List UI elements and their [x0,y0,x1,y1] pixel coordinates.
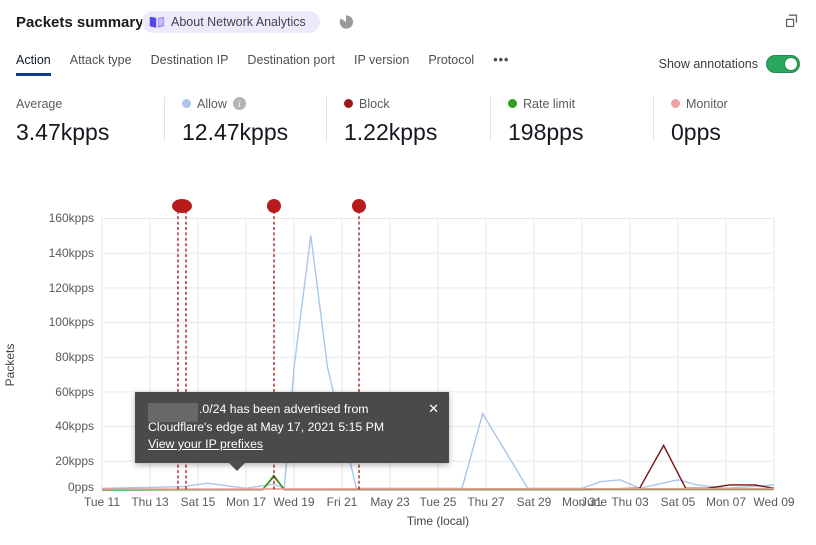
svg-text:80kpps: 80kpps [55,350,94,364]
svg-text:Mon 17: Mon 17 [226,495,266,509]
svg-text:Wed 09: Wed 09 [753,495,794,509]
svg-text:Fri 21: Fri 21 [327,495,358,509]
svg-text:40kpps: 40kpps [55,419,94,433]
svg-text:Time (local): Time (local) [407,514,469,528]
svg-text:100kpps: 100kpps [49,315,94,329]
svg-text:Tue 11: Tue 11 [84,495,120,509]
svg-text:June: June [581,495,607,509]
svg-text:140kpps: 140kpps [49,246,94,260]
svg-text:Mon 07: Mon 07 [706,495,746,509]
svg-text:120kpps: 120kpps [49,281,94,295]
svg-text:20kpps: 20kpps [55,454,94,468]
svg-text:Wed 19: Wed 19 [273,495,314,509]
svg-text:Thu 13: Thu 13 [131,495,169,509]
svg-text:60kpps: 60kpps [55,385,94,399]
svg-text:Sat 05: Sat 05 [661,495,696,509]
svg-text:Thu 03: Thu 03 [611,495,649,509]
svg-text:Packets: Packets [3,344,17,387]
svg-text:Sat 15: Sat 15 [181,495,216,509]
svg-text:0pps: 0pps [68,480,94,494]
svg-text:Tue 25: Tue 25 [420,495,457,509]
svg-text:May 23: May 23 [370,495,410,509]
svg-text:Thu 27: Thu 27 [467,495,505,509]
svg-text:160kpps: 160kpps [49,211,94,225]
svg-text:Sat 29: Sat 29 [517,495,552,509]
